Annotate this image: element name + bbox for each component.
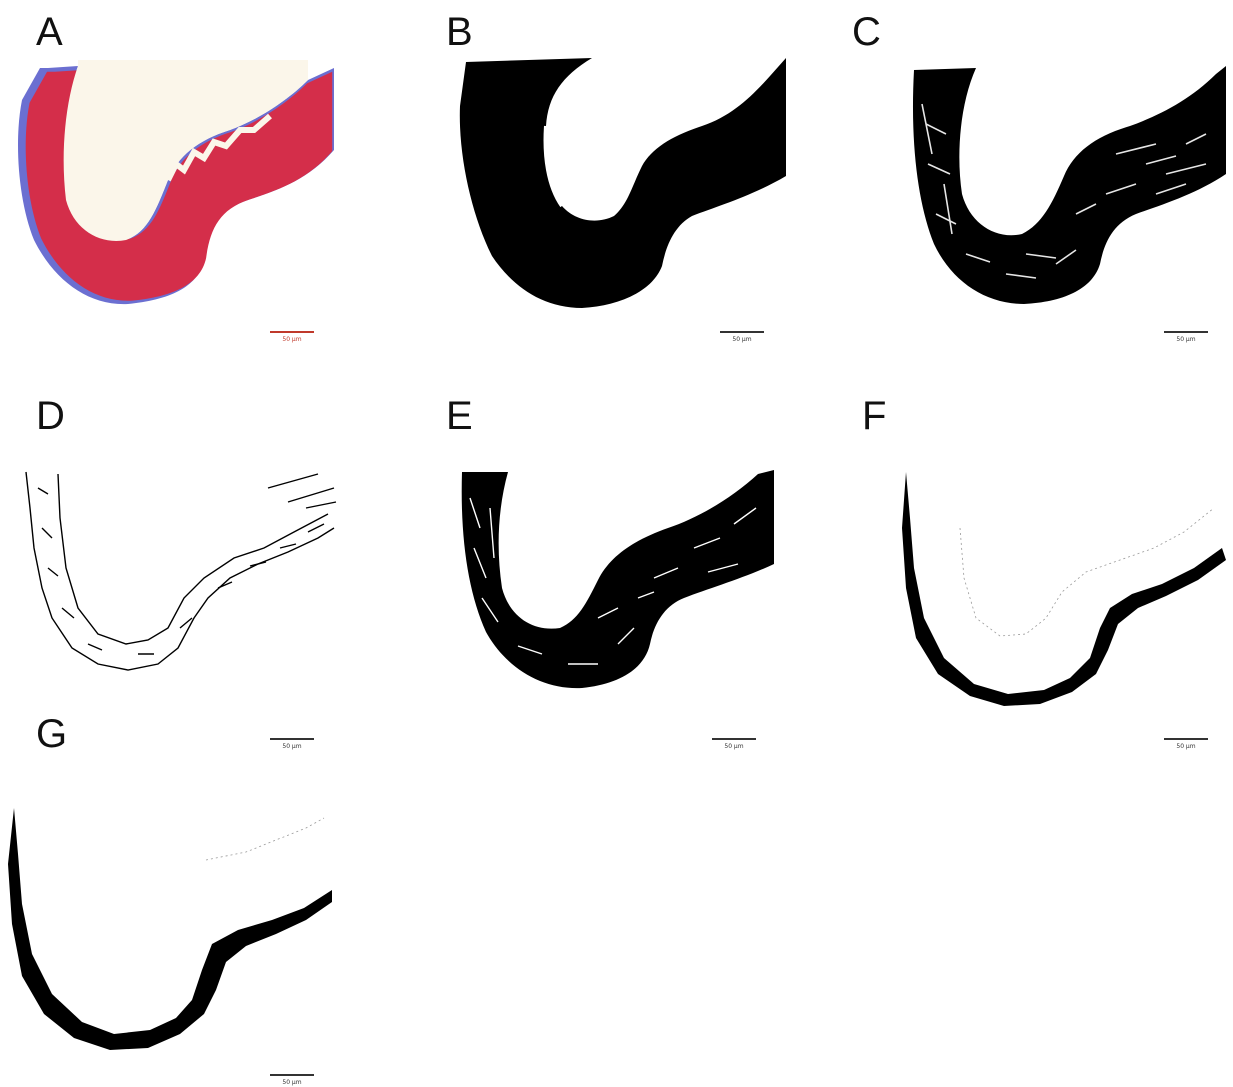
panel-g: G 50 µm <box>0 714 410 1087</box>
scale-bar-text: 50 µm <box>724 743 744 750</box>
scale-bar-line <box>270 738 314 740</box>
scale-bar-text: 50 µm <box>732 336 752 343</box>
micrograph-binary-outer <box>8 808 332 1050</box>
scale-bar: 50 µm <box>1164 738 1208 750</box>
scale-bar-line <box>1164 331 1208 333</box>
scale-bar-text: 50 µm <box>1176 743 1196 750</box>
micrograph-binary-solid <box>459 58 786 308</box>
micrograph-color <box>18 60 334 305</box>
scale-bar-text: 50 µm <box>282 1079 302 1086</box>
panel-e: E 50 µm <box>410 360 820 750</box>
scale-bar: 50 µm <box>270 331 314 343</box>
panel-label: D <box>36 394 65 438</box>
scale-bar: 50 µm <box>712 738 756 750</box>
scale-bar-text: 50 µm <box>282 743 302 750</box>
scale-bar: 50 µm <box>720 331 764 343</box>
scale-bar: 50 µm <box>270 1074 314 1086</box>
micrograph-binary-dense <box>461 470 774 689</box>
scale-bar-line <box>712 738 756 740</box>
scale-bar-text: 50 µm <box>282 336 302 343</box>
scale-bar: 50 µm <box>270 738 314 750</box>
micrograph-binary-dense <box>912 66 1226 304</box>
scale-bar-line <box>270 331 314 333</box>
scale-bar: 50 µm <box>1164 331 1208 343</box>
scale-bar-line <box>720 331 764 333</box>
panel-label: F <box>862 394 887 438</box>
scale-bar-line <box>270 1074 314 1076</box>
panel-label: C <box>852 10 881 54</box>
panel-a: A 50 µm <box>0 0 410 360</box>
panel-c: C 50 µm <box>820 0 1233 360</box>
panel-label: G <box>36 712 68 756</box>
panel-f: F 50 µm <box>820 360 1233 750</box>
scale-bar-line <box>1164 738 1208 740</box>
micrograph-binary-sparse <box>25 471 337 671</box>
scale-bar-text: 50 µm <box>1176 336 1196 343</box>
panel-b: B 50 µm <box>410 0 820 360</box>
panel-d: D 50 µm <box>0 360 410 750</box>
panel-label: A <box>36 10 63 54</box>
micrograph-binary-outer <box>902 472 1226 706</box>
panel-label: B <box>446 10 473 54</box>
panel-label: E <box>446 394 473 438</box>
